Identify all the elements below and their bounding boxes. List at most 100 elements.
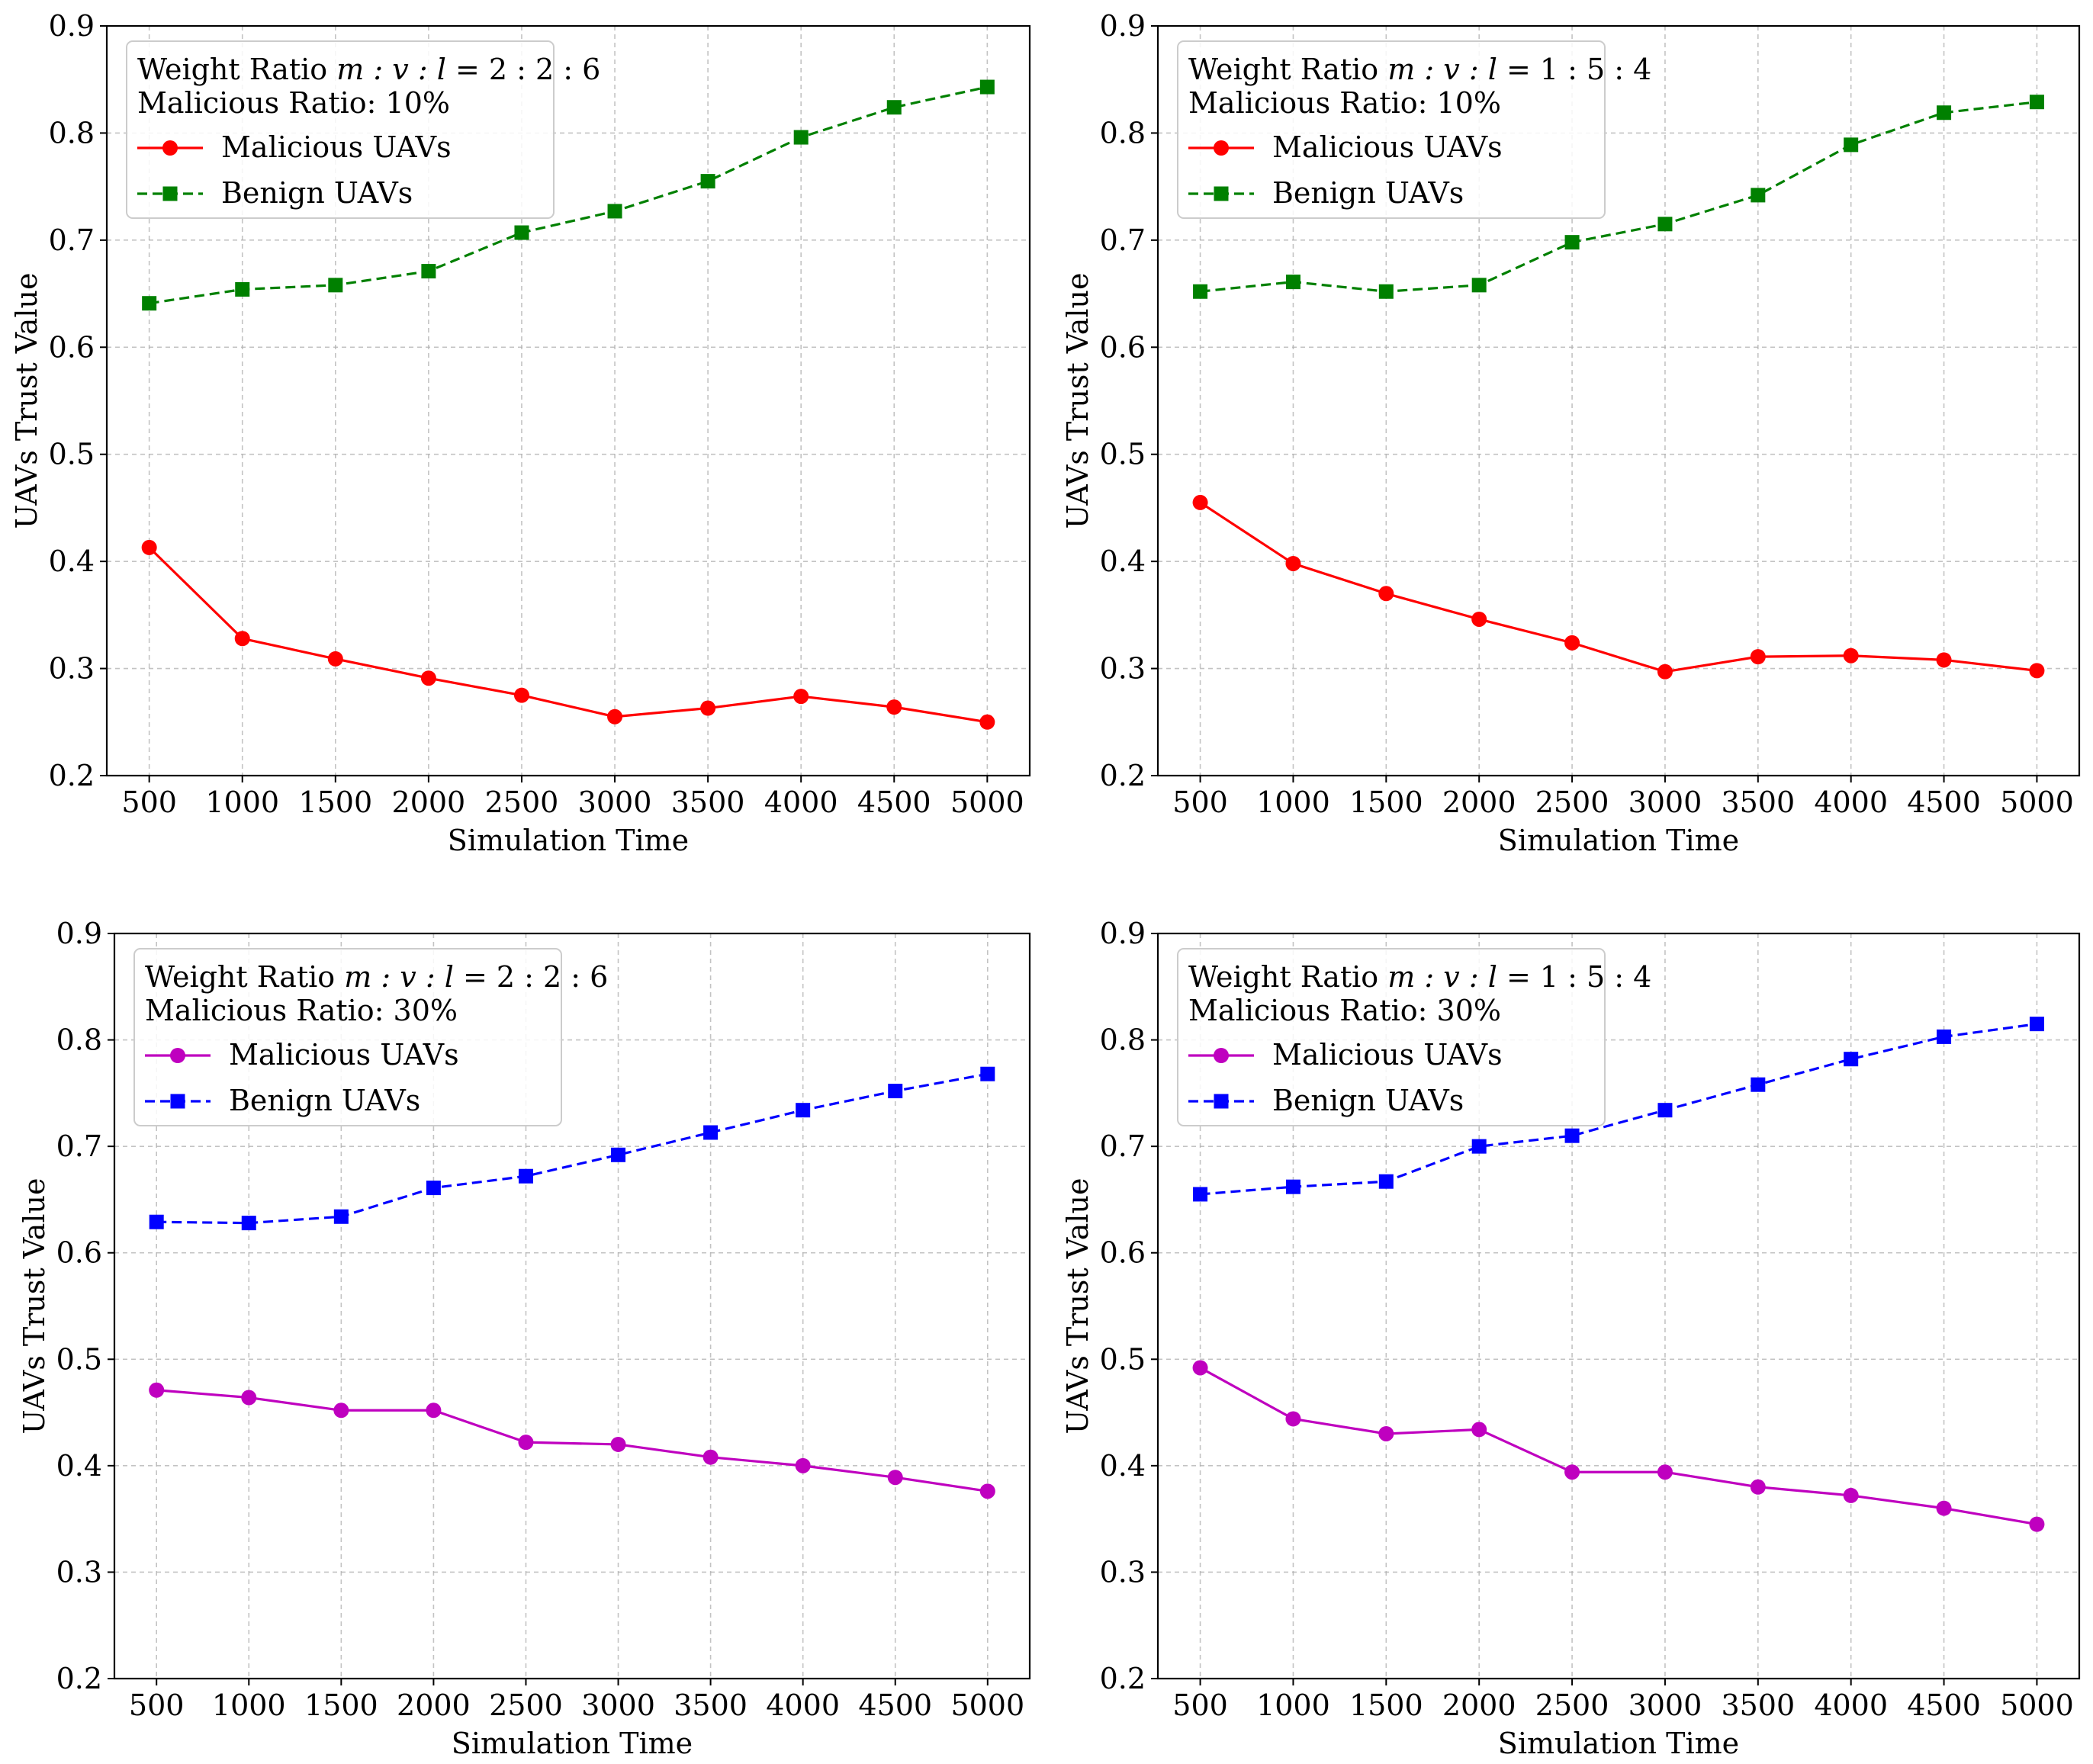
x-tick-label: 1500 bbox=[298, 786, 372, 819]
legend-weight-prefix: Weight Ratio bbox=[145, 960, 344, 994]
y-tick-label: 0.4 bbox=[56, 1449, 102, 1483]
y-tick-label: 0.9 bbox=[1100, 917, 1146, 950]
x-tick-label: 2500 bbox=[1535, 786, 1609, 819]
data-point-benign bbox=[607, 204, 622, 219]
legend-label-benign: Benign UAVs bbox=[1272, 176, 1464, 210]
x-tick-label: 3000 bbox=[1628, 786, 1702, 819]
x-tick-label: 5000 bbox=[2000, 1688, 2074, 1722]
data-point-malicious bbox=[1192, 1360, 1208, 1376]
data-point-malicious bbox=[886, 699, 902, 715]
x-tick-label: 2000 bbox=[1442, 1688, 1516, 1722]
data-point-benign bbox=[1657, 217, 1673, 232]
x-tick-label: 1500 bbox=[1349, 786, 1423, 819]
data-point-malicious bbox=[795, 1457, 811, 1473]
data-point-malicious bbox=[241, 1390, 257, 1406]
series-line-malicious bbox=[156, 1389, 989, 1492]
data-point-malicious bbox=[1378, 586, 1394, 602]
data-point-malicious bbox=[793, 689, 809, 705]
legend-weight-prefix: Weight Ratio bbox=[1188, 960, 1387, 994]
legend-label-benign: Benign UAVs bbox=[1272, 1084, 1464, 1117]
data-point-malicious bbox=[1750, 1479, 1766, 1495]
y-tick-label: 0.3 bbox=[1100, 652, 1146, 686]
y-axis-label: UAVs Trust Value bbox=[18, 1178, 51, 1435]
legend-marker-benign bbox=[1214, 1094, 1229, 1109]
y-tick-label: 0.6 bbox=[56, 1236, 102, 1270]
data-point-malicious bbox=[1378, 1425, 1394, 1441]
data-point-malicious bbox=[979, 714, 995, 730]
y-tick-label: 0.5 bbox=[1100, 1342, 1146, 1376]
x-axis-label: Simulation Time bbox=[452, 1727, 693, 1760]
data-point-benign bbox=[2029, 1017, 2044, 1032]
chart-panel-3: 500 1000 1500 2000 2500 3000 3500 4000 4500 5000 0… bbox=[18, 917, 1031, 1760]
chart-panel-2: 500 1000 1500 2000 2500 3000 3500 4000 4500 5000 0… bbox=[1061, 9, 2081, 857]
axes-frame bbox=[113, 932, 1031, 1680]
y-tick-label: 0.9 bbox=[56, 917, 102, 950]
y-axis-label: UAVs Trust Value bbox=[10, 273, 43, 529]
legend-marker-malicious bbox=[162, 140, 178, 156]
data-point-malicious bbox=[1843, 1487, 1859, 1503]
x-axis-label: Simulation Time bbox=[1498, 824, 1739, 857]
data-point-benign bbox=[1471, 278, 1487, 293]
data-point-benign bbox=[1564, 1128, 1580, 1143]
data-point-malicious bbox=[420, 670, 436, 686]
legend-malicious-ratio: Malicious Ratio: 30% bbox=[145, 994, 458, 1027]
series-line-malicious bbox=[1199, 1367, 2037, 1526]
legend-marker-malicious bbox=[1214, 140, 1229, 156]
legend-weight-prefix: Weight Ratio bbox=[1188, 53, 1387, 86]
data-point-benign bbox=[1193, 1187, 1208, 1202]
axes-frame bbox=[105, 24, 1031, 777]
data-point-malicious bbox=[1750, 649, 1766, 665]
x-tick-label: 4500 bbox=[858, 1688, 932, 1722]
legend-weight-vars: m : v : l bbox=[1387, 53, 1497, 86]
x-tick-label: 3500 bbox=[671, 786, 745, 819]
data-point-benign bbox=[703, 1125, 719, 1140]
data-point-benign bbox=[1844, 137, 1859, 153]
data-point-benign bbox=[1285, 1179, 1300, 1194]
data-point-malicious bbox=[979, 1483, 995, 1499]
data-point-malicious bbox=[607, 708, 623, 725]
legend-label-malicious: Malicious UAVs bbox=[221, 130, 452, 164]
x-tick-label: 500 bbox=[1172, 786, 1228, 819]
y-tick-label: 0.9 bbox=[1100, 9, 1146, 43]
data-point-benign bbox=[235, 281, 250, 297]
x-tick-label: 1000 bbox=[1256, 786, 1330, 819]
y-axis-label: UAVs Trust Value bbox=[1061, 273, 1095, 529]
x-tick-label: 1500 bbox=[1349, 1688, 1423, 1722]
y-tick-label: 0.8 bbox=[1100, 1023, 1146, 1057]
data-point-malicious bbox=[1657, 1464, 1673, 1480]
chart-panel-4: 500 1000 1500 2000 2500 3000 3500 4000 4500 5000 0… bbox=[1061, 917, 2081, 1760]
data-point-benign bbox=[1657, 1103, 1673, 1118]
data-point-malicious bbox=[2029, 663, 2045, 679]
y-tick-label: 0.6 bbox=[1100, 1236, 1146, 1270]
data-point-malicious bbox=[1936, 1500, 1952, 1516]
x-tick-label: 2500 bbox=[1535, 1688, 1609, 1722]
data-point-malicious bbox=[887, 1470, 903, 1486]
series-line-malicious bbox=[1199, 501, 2037, 673]
axes-frame bbox=[1156, 932, 2081, 1680]
chart-panel-1: 500 1000 1500 2000 2500 3000 3500 4000 4500 5000 0… bbox=[10, 9, 1031, 857]
x-tick-label: 4500 bbox=[1907, 786, 1981, 819]
y-tick-label: 0.2 bbox=[49, 759, 95, 792]
x-tick-label: 4500 bbox=[857, 786, 931, 819]
data-point-benign bbox=[1751, 188, 1766, 203]
y-tick-label: 0.4 bbox=[1100, 545, 1146, 578]
legend-malicious-ratio: Malicious Ratio: 30% bbox=[1188, 994, 1501, 1027]
data-point-benign bbox=[888, 1084, 903, 1099]
legend-box bbox=[1177, 948, 1606, 1126]
legend-label-benign: Benign UAVs bbox=[229, 1084, 420, 1117]
data-point-benign bbox=[426, 1181, 441, 1196]
data-point-malicious bbox=[610, 1436, 626, 1452]
y-tick-label: 0.3 bbox=[49, 652, 95, 686]
data-point-benign bbox=[1378, 284, 1394, 299]
legend-weight-ratio: Weight Ratio m : v : l = 1 : 5 : 4 bbox=[1188, 960, 1651, 994]
y-tick-label: 0.9 bbox=[49, 9, 95, 43]
legend-label-malicious: Malicious UAVs bbox=[1272, 1038, 1503, 1072]
series-line-benign bbox=[1200, 101, 2037, 293]
data-point-malicious bbox=[702, 1449, 719, 1465]
x-tick-label: 2500 bbox=[489, 1688, 563, 1722]
x-tick-label: 4000 bbox=[1814, 786, 1888, 819]
data-point-benign bbox=[1564, 235, 1580, 250]
x-tick-label: 3000 bbox=[1628, 1688, 1702, 1722]
y-tick-label: 0.7 bbox=[1100, 1129, 1146, 1163]
data-point-benign bbox=[1844, 1052, 1859, 1067]
